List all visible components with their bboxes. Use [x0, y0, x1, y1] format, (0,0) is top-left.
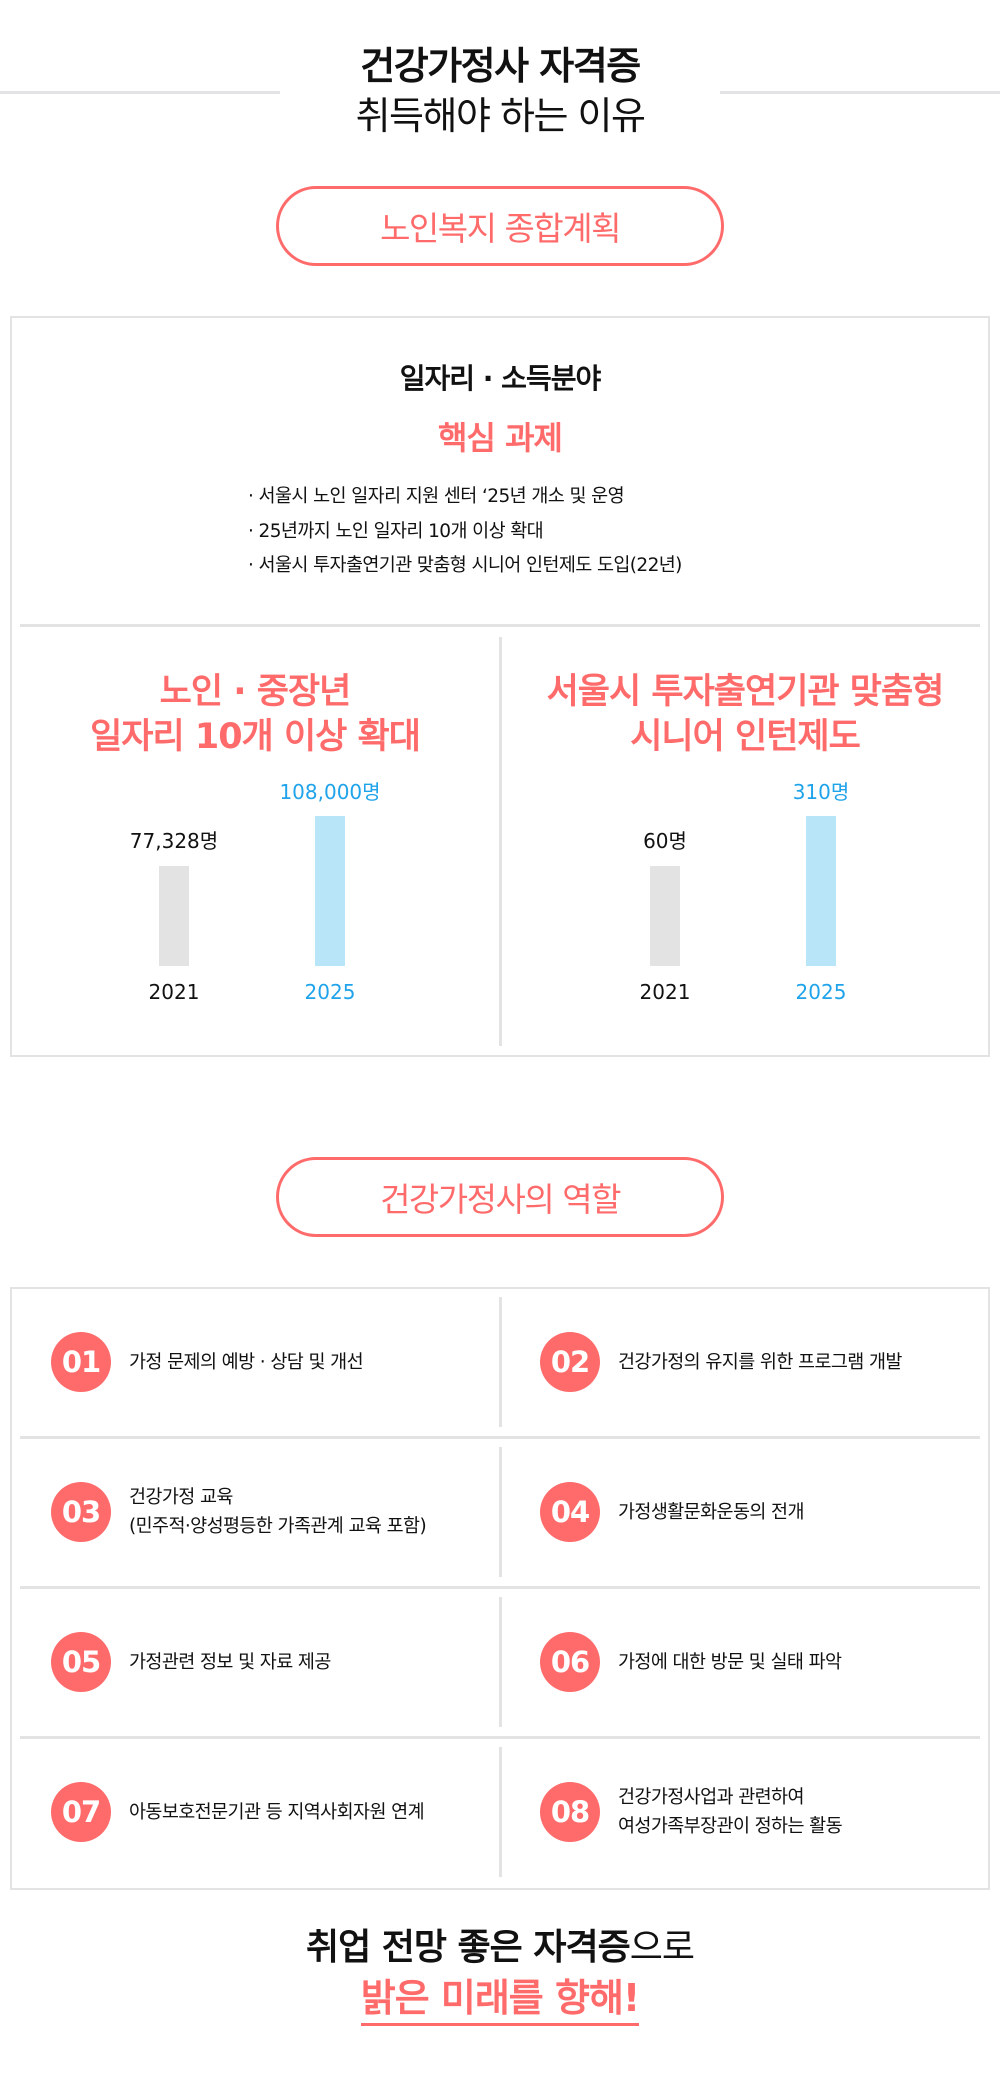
role-text-line: 여성가족부장관이 정하는 활동: [618, 1816, 843, 1837]
stat-title-line: 노인 · 중장년: [159, 672, 352, 712]
role-text: 건강가정사업과 관련하여 여성가족부장관이 정하는 활동: [618, 1783, 843, 1841]
stat-title-line: 서울시 투자출연기관 맞춤형: [546, 672, 945, 712]
role-item-05: 05 가정관련 정보 및 자료 제공: [51, 1632, 331, 1692]
role-text-line: 건강가정사업과 관련하여: [618, 1787, 805, 1808]
role-text-line: 건강가정의 유지를 위한 프로그램 개발: [618, 1351, 902, 1373]
footer-tagline-bold: 자격증: [533, 1927, 630, 1968]
pill-label: 건강가정사의 역할: [380, 1180, 621, 1219]
role-text-line: 가정관련 정보 및 자료 제공: [129, 1651, 331, 1673]
bar-value-label: 60명: [643, 829, 687, 853]
role-item-01: 01 가정 문제의 예방 · 상담 및 개선: [51, 1332, 364, 1392]
role-text-line: (민주적·양성평등한 가족관계 교육 포함): [129, 1516, 427, 1537]
role-text-line: 가정에 대한 방문 및 실태 파악: [618, 1651, 842, 1673]
bar-year-label: 2021: [148, 980, 200, 1004]
key-tasks-heading: 핵심 과제: [438, 419, 563, 457]
role-text-line: 가정 문제의 예방 · 상담 및 개선: [129, 1351, 364, 1373]
footer-highlight-wrap: 밝은 미래를 향해!: [0, 1975, 1000, 2026]
footer-tagline-part2: 으로: [629, 1927, 695, 1968]
role-text-line: 아동보호전문기관 등 지역사회자원 연계: [129, 1801, 425, 1823]
divider-horizontal: [20, 1436, 980, 1439]
header-rule-left: [0, 91, 280, 94]
bar-2021: [650, 866, 680, 966]
role-text-line: 건강가정 교육: [129, 1487, 233, 1508]
stat-title-senior-intern: 서울시 투자출연기관 맞춤형 시니어 인턴제도: [500, 670, 990, 760]
divider-horizontal: [20, 624, 980, 627]
number-badge: 03: [51, 1482, 111, 1542]
page-title-line1: 건강가정사 자격증: [360, 44, 641, 88]
bar-year-label: 2025: [795, 980, 847, 1004]
divider-vertical: [499, 637, 502, 1046]
role-item-02: 02 건강가정의 유지를 위한 프로그램 개발: [540, 1332, 902, 1392]
number-badge: 07: [51, 1782, 111, 1842]
footer-highlight: 밝은 미래를 향해!: [360, 1975, 640, 2026]
role-text: 아동보호전문기관 등 지역사회자원 연계: [129, 1798, 425, 1827]
role-text: 가정에 대한 방문 및 실태 파악: [618, 1648, 842, 1677]
role-item-03: 03 건강가정 교육 (민주적·양성평등한 가족관계 교육 포함): [51, 1482, 427, 1542]
list-item: · 서울시 투자출연기관 맞춤형 시니어 인턴제도 도입(22년): [248, 555, 682, 576]
list-item: · 25년까지 노인 일자리 10개 이상 확대: [248, 520, 544, 542]
section-pill-elderly-welfare-plan: 노인복지 종합계획: [276, 186, 724, 266]
footer-tagline-part1: 취업 전망 좋은: [306, 1927, 534, 1968]
key-tasks-list: · 서울시 노인 일자리 지원 센터 ‘25년 개소 및 운영 · 25년까지 …: [248, 480, 682, 584]
bar-2025: [806, 816, 836, 966]
role-item-06: 06 가정에 대한 방문 및 실태 파악: [540, 1632, 842, 1692]
stat-title-jobs: 노인 · 중장년 일자리 10개 이상 확대: [10, 670, 500, 760]
role-text: 가정생활문화운동의 전개: [618, 1498, 805, 1527]
number-badge: 04: [540, 1482, 600, 1542]
bar-value-label: 310명: [792, 780, 850, 804]
divider-horizontal: [20, 1586, 980, 1589]
role-text: 건강가정 교육 (민주적·양성평등한 가족관계 교육 포함): [129, 1483, 427, 1541]
divider-vertical: [499, 1597, 502, 1727]
bar-value-label: 77,328명: [129, 829, 219, 853]
pill-label: 노인복지 종합계획: [380, 209, 621, 248]
page-title-line2: 취득해야 하는 이유: [355, 94, 646, 138]
role-item-07: 07 아동보호전문기관 등 지역사회자원 연계: [51, 1782, 425, 1842]
number-badge: 05: [51, 1632, 111, 1692]
divider-vertical: [499, 1297, 502, 1427]
bar-2025: [315, 816, 345, 966]
role-text: 가정관련 정보 및 자료 제공: [129, 1648, 331, 1677]
stat-title-line: 시니어 인턴제도: [630, 717, 861, 757]
bar-year-label: 2021: [639, 980, 691, 1004]
footer-tagline: 취업 전망 좋은 자격증으로: [0, 1925, 1000, 1971]
role-text: 건강가정의 유지를 위한 프로그램 개발: [618, 1348, 902, 1377]
role-text: 가정 문제의 예방 · 상담 및 개선: [129, 1348, 364, 1377]
number-badge: 02: [540, 1332, 600, 1392]
list-item: · 서울시 노인 일자리 지원 센터 ‘25년 개소 및 운영: [248, 486, 625, 507]
divider-vertical: [499, 1447, 502, 1577]
role-item-04: 04 가정생활문화운동의 전개: [540, 1482, 805, 1542]
header-rule-right: [720, 91, 1000, 94]
stat-title-line: 일자리 10개 이상 확대: [90, 717, 421, 757]
bar-2021: [159, 866, 189, 966]
divider-vertical: [499, 1747, 502, 1877]
divider-horizontal: [20, 1736, 980, 1739]
section-pill-roles: 건강가정사의 역할: [276, 1157, 724, 1237]
bar-value-label: 108,000명: [279, 780, 381, 804]
role-text-line: 가정생활문화운동의 전개: [618, 1501, 805, 1523]
subheading-jobs-income: 일자리 · 소득분야: [399, 362, 601, 395]
role-item-08: 08 건강가정사업과 관련하여 여성가족부장관이 정하는 활동: [540, 1782, 843, 1842]
number-badge: 06: [540, 1632, 600, 1692]
bar-year-label: 2025: [304, 980, 356, 1004]
number-badge: 08: [540, 1782, 600, 1842]
number-badge: 01: [51, 1332, 111, 1392]
